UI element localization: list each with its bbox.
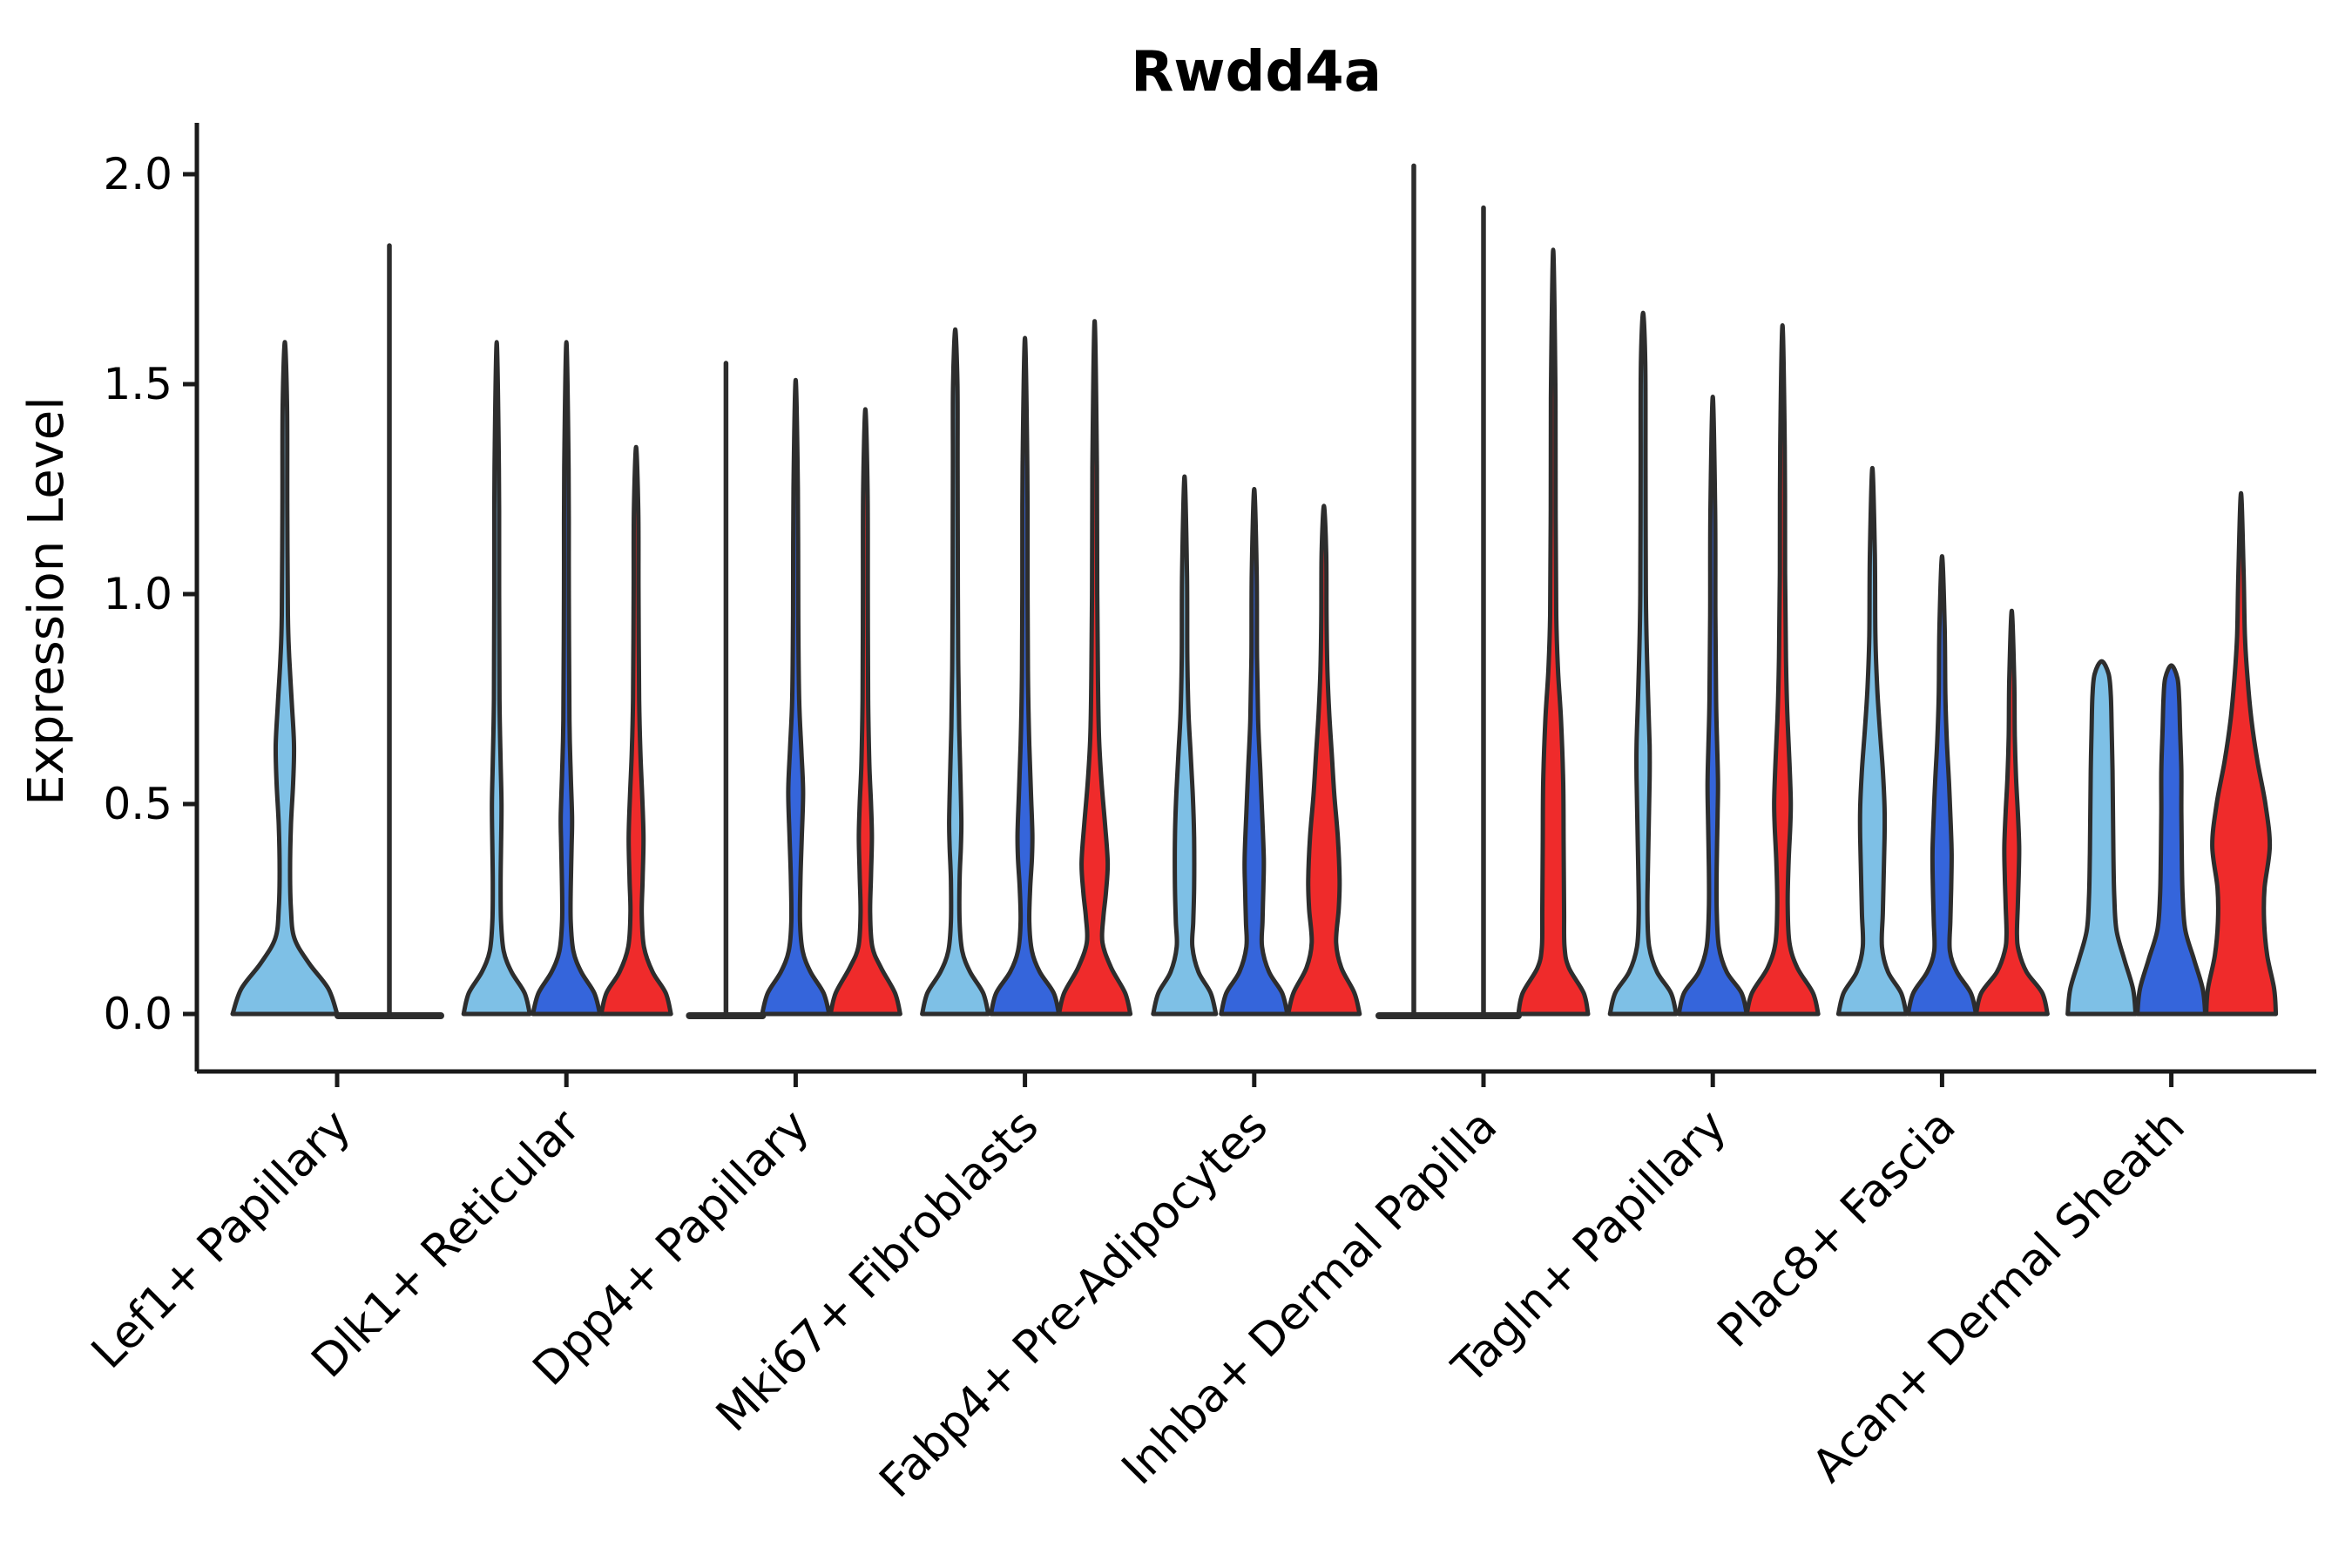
violin-red bbox=[1744, 323, 1821, 1017]
x-tick-label: Inhba+ Dermal Papilla bbox=[1112, 1100, 1507, 1495]
y-tick-label: 1.5 bbox=[103, 359, 172, 409]
x-tick-label: Plac8+ Fascia bbox=[1708, 1100, 1966, 1358]
violin-red bbox=[828, 407, 902, 1017]
violin-lightblue bbox=[1151, 474, 1219, 1017]
violin-red bbox=[1973, 608, 2050, 1017]
violin-lightblue bbox=[920, 327, 991, 1017]
y-tick-label: 2.0 bbox=[103, 149, 172, 199]
violin-red bbox=[1516, 247, 1591, 1017]
violin-lightblue bbox=[230, 340, 340, 1017]
violin-blue bbox=[1676, 395, 1749, 1017]
y-tick-label: 0.5 bbox=[103, 779, 172, 829]
violin-red bbox=[2204, 490, 2279, 1017]
chart-title: Rwdd4a bbox=[1131, 40, 1382, 105]
y-tick-label: 0.0 bbox=[103, 989, 172, 1039]
violin-lightblue bbox=[2065, 659, 2139, 1017]
violin-lightblue bbox=[461, 340, 532, 1017]
violin-red bbox=[1057, 319, 1133, 1017]
y-axis-label: Expression Level bbox=[18, 396, 75, 806]
violin-blue bbox=[760, 377, 832, 1017]
violin-red bbox=[1286, 504, 1362, 1017]
violin-red bbox=[598, 444, 673, 1017]
violin-blue bbox=[1219, 487, 1290, 1017]
violins-layer bbox=[230, 163, 2279, 1019]
violin-blue bbox=[2135, 663, 2208, 1017]
violin-lightblue bbox=[1835, 465, 1909, 1017]
violin-lightblue bbox=[1607, 310, 1679, 1017]
violin-blue bbox=[531, 340, 603, 1017]
x-tick-label: Fabp4+ Pre-Adipocytes bbox=[870, 1100, 1278, 1508]
y-tick-label: 1.0 bbox=[103, 569, 172, 619]
x-tick-label: Acan+ Dermal Sheath bbox=[1802, 1100, 2195, 1493]
violin-blue bbox=[989, 335, 1062, 1017]
violin-blue bbox=[1905, 554, 1978, 1017]
